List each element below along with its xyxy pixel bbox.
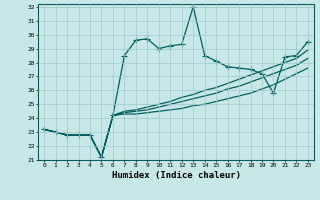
X-axis label: Humidex (Indice chaleur): Humidex (Indice chaleur) — [111, 171, 241, 180]
